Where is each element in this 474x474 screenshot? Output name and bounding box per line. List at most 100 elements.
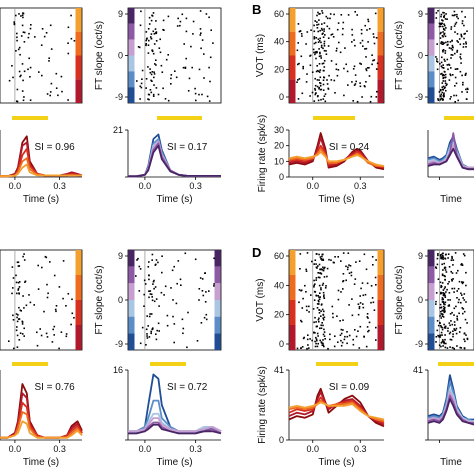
spike-dot [306, 252, 309, 254]
spike-dot [344, 335, 346, 338]
stimulus-bar [316, 362, 358, 366]
spike-dot [442, 77, 444, 80]
spike-dot [465, 43, 467, 45]
spike-dot [447, 299, 449, 301]
spike-dot [366, 67, 369, 69]
spike-dot [440, 31, 442, 34]
spike-dot [23, 96, 25, 98]
raster-tick-label: 40 [274, 37, 284, 47]
spike-dot [177, 260, 180, 262]
spike-dot [300, 55, 303, 58]
spike-dot [201, 278, 204, 280]
spike-dot [442, 85, 445, 88]
spike-dot [435, 267, 438, 269]
spike-dot [363, 335, 365, 338]
spike-dot [357, 313, 360, 316]
spike-dot [461, 264, 464, 266]
spike-dot [444, 60, 446, 62]
spike-dot [462, 43, 465, 45]
spike-dot [444, 82, 447, 84]
spike-dot [320, 27, 323, 30]
raster-color-strip [428, 316, 435, 334]
spike-dot [332, 36, 335, 38]
spike-dot [442, 256, 444, 258]
raster-color-strip [75, 55, 82, 80]
spike-dot [443, 308, 445, 310]
spike-dot [55, 87, 58, 89]
spike-dot [354, 74, 357, 76]
spike-dot [318, 19, 320, 21]
spike-dot [440, 41, 443, 43]
spike-dot [456, 49, 459, 52]
spike-dot [301, 92, 304, 95]
spike-dot [332, 261, 335, 264]
spike-dot [375, 96, 378, 98]
spike-dot [347, 252, 350, 254]
spike-dot [449, 73, 451, 76]
raster-tick-label: 60 [274, 251, 284, 261]
spike-dot [139, 24, 142, 27]
spike-dot [439, 32, 442, 35]
spike-dot [22, 99, 25, 102]
spike-dot [16, 292, 18, 295]
spike-dot [311, 91, 314, 94]
spike-dot [323, 310, 325, 313]
spike-dot [327, 347, 329, 350]
spike-dot [161, 255, 163, 257]
spike-dot [316, 27, 319, 29]
spike-dot [346, 70, 349, 73]
spike-dot [351, 41, 353, 43]
spike-dot [464, 32, 466, 35]
x-tick-label: 0.3 [53, 181, 66, 191]
spike-dot [147, 98, 149, 100]
spike-dot [445, 342, 447, 345]
spike-dot [155, 20, 157, 22]
spike-dot [18, 286, 21, 288]
spike-dot [320, 41, 322, 44]
y-axis-title: Firing rate (spk/s) [257, 115, 268, 193]
spike-dot [441, 56, 443, 59]
spike-dot [447, 257, 449, 259]
spike-dot [346, 342, 348, 345]
spike-dot [437, 324, 440, 327]
spike-dot [28, 294, 30, 296]
spike-dot [442, 340, 445, 343]
spike-dot [344, 47, 346, 49]
spike-dot [65, 335, 68, 338]
spike-dot [439, 63, 441, 65]
spike-dot [462, 83, 464, 86]
spike-dot [319, 268, 321, 271]
spike-dot [440, 13, 443, 16]
spike-dot [43, 310, 45, 313]
spike-dot [356, 100, 359, 103]
spike-dot [442, 289, 445, 291]
psth-series-line [0, 420, 83, 439]
spike-dot [318, 253, 320, 256]
spike-dot [150, 73, 153, 76]
spike-dot [319, 256, 322, 258]
spike-dot [151, 299, 154, 302]
spike-dot [441, 339, 444, 341]
spike-dot [138, 46, 141, 49]
spike-dot [15, 14, 17, 17]
spike-dot [302, 337, 305, 340]
spike-dot [160, 64, 163, 67]
spike-dot [337, 22, 340, 24]
spike-dot [438, 336, 440, 338]
x-tick-label: 0.0 [9, 181, 22, 191]
spike-dot [366, 282, 369, 285]
spike-dot [436, 43, 438, 45]
spike-dot [342, 319, 344, 321]
spike-dot [441, 282, 444, 284]
spike-dot [172, 315, 174, 318]
spike-dot [450, 96, 452, 98]
spike-dot [351, 314, 354, 317]
spike-dot [320, 55, 322, 57]
spike-dot [438, 25, 441, 28]
spike-dot [201, 93, 203, 96]
spike-dot [454, 252, 457, 254]
spike-dot [194, 258, 197, 261]
spike-dot [184, 67, 187, 69]
spike-dot [330, 79, 333, 81]
